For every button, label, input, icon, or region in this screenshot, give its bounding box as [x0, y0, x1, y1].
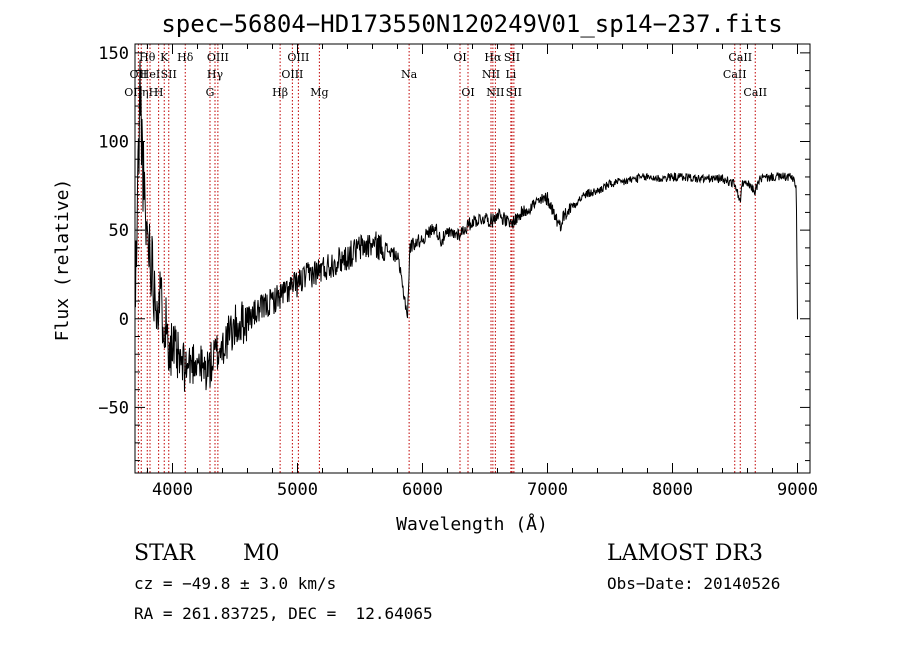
line-label: SII	[161, 68, 177, 81]
line-label: CaII	[743, 86, 767, 99]
plot-frame	[134, 43, 811, 474]
x-tick-label: 8000	[652, 480, 693, 500]
line-label: OIII	[207, 51, 229, 64]
line-label: K	[160, 51, 169, 64]
line-label: Hα	[484, 51, 502, 64]
survey-name: LAMOST DR3	[607, 541, 763, 566]
object-class: STAR	[134, 541, 195, 566]
line-label: OIII	[281, 68, 303, 81]
x-tick-label: 9000	[777, 480, 818, 500]
line-label: G	[206, 86, 215, 99]
chart-title: spec−56804−HD173550N120249V01_sp14−237.f…	[161, 10, 782, 38]
line-label: Na	[401, 68, 418, 81]
x-tick-label: 5000	[277, 480, 318, 500]
line-labels: OIIOIIηHHθHeIHKSIIHδGHγOIIIHβOIIIOIIIMgN…	[124, 51, 767, 99]
y-axis-label: Flux (relative)	[52, 179, 73, 342]
line-label: NII	[482, 68, 500, 81]
x-tick-label: 4000	[152, 480, 193, 500]
line-label: OI	[453, 51, 466, 64]
y-axis: −50 0 50 100 150	[98, 44, 810, 462]
spectrum-line	[134, 59, 798, 392]
line-label: Li	[505, 68, 516, 81]
line-markers	[137, 44, 756, 473]
line-label: SII	[504, 51, 520, 64]
line-label: NII	[486, 86, 504, 99]
line-label: H	[154, 86, 164, 99]
y-tick-label: 50	[109, 221, 129, 241]
x-axis: 4000 5000 6000 7000 8000 9000	[147, 44, 818, 500]
object-subclass: M0	[243, 541, 280, 566]
y-tick-label: −50	[98, 398, 129, 418]
x-tick-label: 6000	[402, 480, 443, 500]
line-label: Hγ	[207, 68, 224, 81]
redshift-velocity: cz = −49.8 ± 3.0 km/s	[134, 574, 337, 593]
line-label: CaII	[728, 51, 752, 64]
line-label: CaII	[723, 68, 747, 81]
x-axis-label: Wavelength (Å)	[396, 513, 548, 535]
line-label: Hβ	[272, 86, 288, 99]
line-label: OIII	[287, 51, 309, 64]
y-tick-label: 0	[119, 310, 129, 330]
coordinates: RA = 261.83725, DEC = 12.64065	[134, 604, 433, 623]
line-label: OII	[130, 68, 148, 81]
line-label: Mg	[310, 86, 328, 99]
y-tick-label: 150	[98, 44, 129, 64]
line-label: OI	[461, 86, 474, 99]
y-tick-label: 100	[98, 133, 129, 153]
line-label: Hθ	[139, 51, 156, 64]
observation-date: Obs−Date: 20140526	[607, 574, 781, 593]
line-label: Hδ	[177, 51, 194, 64]
x-tick-label: 7000	[527, 480, 568, 500]
line-label: SII	[506, 86, 522, 99]
line-label: HeI	[140, 68, 160, 81]
